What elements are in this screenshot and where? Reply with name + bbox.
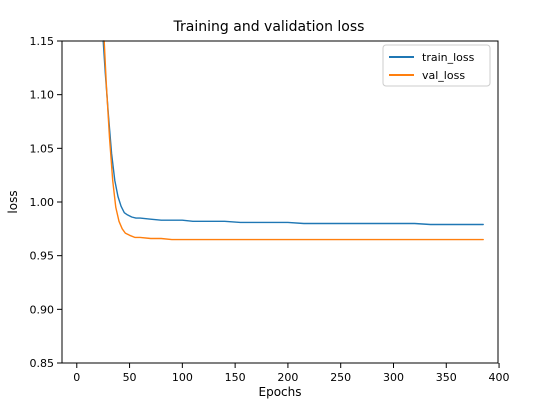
y-tick-label: 1.15 <box>30 35 55 48</box>
y-tick-label: 1.10 <box>30 89 55 102</box>
x-tick-label: 0 <box>73 371 80 384</box>
x-axis-ticks: 0 50 100 150 200 250 300 350 400 <box>73 363 510 384</box>
y-tick-label: 1.05 <box>30 142 55 155</box>
y-axis-label: loss <box>6 190 20 213</box>
x-tick-label: 100 <box>172 371 193 384</box>
x-axis-label: Epochs <box>259 385 302 399</box>
x-tick-label: 200 <box>277 371 298 384</box>
x-tick-label: 400 <box>489 371 510 384</box>
y-axis-ticks: 0.85 0.90 0.95 1.00 1.05 1.10 1.15 <box>30 35 62 370</box>
x-tick-label: 50 <box>123 371 137 384</box>
y-tick-label: 0.85 <box>30 357 55 370</box>
x-tick-label: 300 <box>383 371 404 384</box>
x-tick-label: 150 <box>225 371 246 384</box>
y-tick-label: 0.95 <box>30 250 55 263</box>
plot-area-frame <box>61 40 499 364</box>
chart-title: Training and validation loss <box>173 19 365 35</box>
y-tick-label: 0.90 <box>30 303 55 316</box>
legend-label-val-loss: val_loss <box>422 69 465 82</box>
val-loss-line <box>103 40 484 241</box>
series-layer <box>102 40 484 241</box>
x-tick-label: 250 <box>330 371 351 384</box>
y-tick-label: 1.00 <box>30 196 55 209</box>
legend: train_loss val_loss <box>382 44 491 87</box>
legend-label-train-loss: train_loss <box>422 51 475 64</box>
train-loss-line <box>102 40 484 226</box>
x-tick-label: 350 <box>436 371 457 384</box>
